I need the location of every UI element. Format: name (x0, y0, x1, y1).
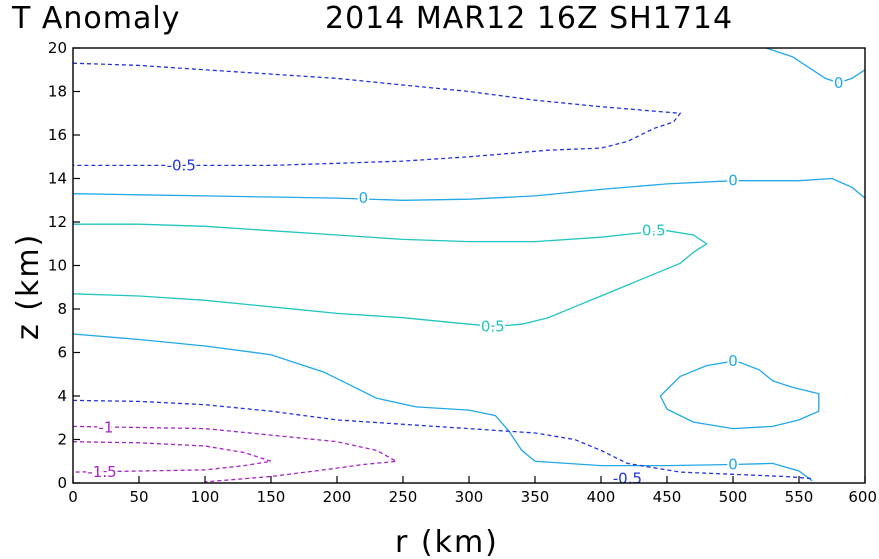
contour-label-9: -1.5 (87, 463, 116, 481)
y-axis-label: z (km) (11, 233, 46, 340)
y-tick-label-3: 6 (57, 344, 67, 362)
y-tick-label-6: 12 (48, 213, 67, 231)
x-tick-label-9: 450 (653, 488, 682, 506)
x-tick-label-10: 500 (719, 488, 748, 506)
y-tick-label-10: 20 (48, 39, 67, 57)
contour-line-5 (659, 360, 820, 430)
y-tick-label-1: 2 (57, 431, 67, 449)
contour-line-3 (72, 223, 708, 328)
x-tick-label-1: 50 (129, 488, 148, 506)
chart-title-left: T Anomaly (11, 1, 180, 36)
x-tick-label-7: 350 (521, 488, 550, 506)
contour-line-0 (72, 62, 682, 167)
x-tick-label-8: 400 (587, 488, 616, 506)
y-tick-label-8: 16 (48, 126, 67, 144)
y-tick-label-7: 14 (48, 170, 67, 188)
x-tick-label-4: 200 (323, 488, 352, 506)
x-tick-label-11: 550 (785, 488, 814, 506)
x-tick-label-6: 300 (455, 488, 484, 506)
y-tick-label-4: 8 (57, 300, 67, 318)
contour-label-10: 0 (728, 456, 738, 474)
contour-layer (72, 47, 866, 483)
contour-line-8 (72, 441, 272, 473)
x-tick-label-12: 600 (848, 488, 877, 506)
x-tick-label-2: 100 (191, 488, 220, 506)
contour-label-7: 0 (728, 352, 738, 370)
contour-label-3: 0 (359, 189, 369, 207)
contour-label-8: -1 (99, 419, 114, 437)
chart-title-right: 2014 MAR12 16Z SH1714 (325, 1, 733, 36)
x-axis-ticks: 0 50 100 150 200 250 300 350 400 450 500 550 600 (68, 476, 877, 506)
contour-label-5: 0.5 (642, 222, 666, 240)
x-tick-label-0: 0 (68, 488, 78, 506)
y-axis-ticks: 0 2 4 6 8 10 12 14 16 18 20 (48, 39, 80, 492)
contour-label-1: 0 (834, 74, 844, 92)
y-tick-label-9: 18 (48, 83, 67, 101)
contour-line-7 (72, 425, 399, 483)
plot-frame (72, 47, 866, 484)
contour-label-0: -0.5 (613, 470, 642, 488)
y-tick-label-2: 4 (57, 387, 67, 405)
contour-line-2 (765, 47, 866, 84)
contour-label-layer: -0.5 0 -0.5 0 0 0.5 0.5 0 -1 -1.5 0 (85, 72, 845, 490)
contour-label-6: 0.5 (481, 317, 505, 335)
contour-label-2: -0.5 (167, 156, 196, 174)
contour-line-1 (72, 177, 866, 201)
y-tick-label-5: 10 (48, 257, 67, 275)
contour-label-4: 0 (728, 172, 738, 190)
contour-line-6 (72, 399, 813, 480)
y-tick-label-0: 0 (57, 474, 67, 492)
x-tick-label-5: 250 (389, 488, 418, 506)
x-tick-label-3: 150 (257, 488, 286, 506)
contour-line-4 (72, 333, 813, 482)
x-axis-label: r (km) (395, 525, 499, 559)
